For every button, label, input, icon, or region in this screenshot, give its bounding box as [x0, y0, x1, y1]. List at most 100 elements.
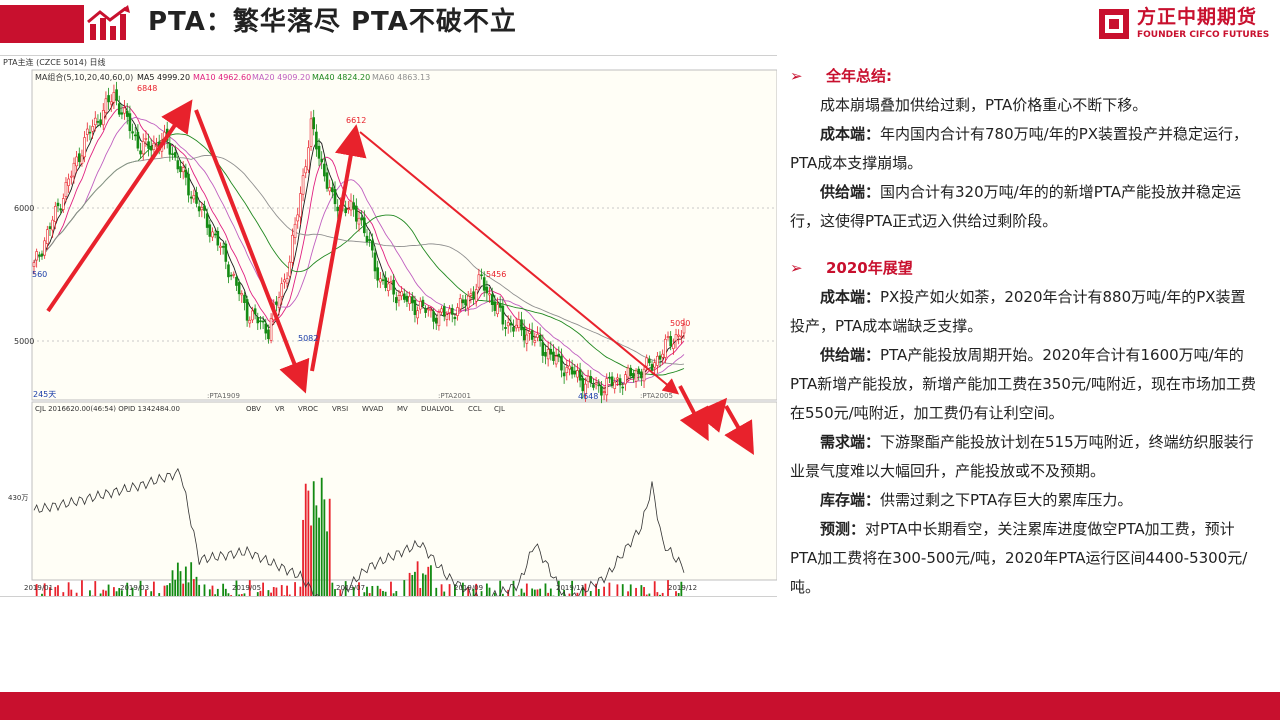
x-tick-2019-11: 2019/11	[556, 584, 585, 592]
indicator-dualvol[interactable]: DUALVOL	[421, 405, 454, 413]
indicator-vrsi[interactable]: VRSI	[332, 405, 348, 413]
candle-body	[32, 262, 36, 267]
candle-body	[323, 163, 326, 177]
ma20-legend: MA20 4909.20	[252, 73, 310, 82]
candle-body	[485, 286, 489, 294]
volume-bar	[294, 582, 296, 634]
volume-bar	[547, 592, 550, 634]
candle-body	[179, 166, 182, 173]
candle-body	[461, 299, 465, 304]
candle-body	[440, 308, 443, 313]
volume-bar	[113, 587, 115, 634]
volume-bar	[256, 592, 259, 634]
footer-bar	[0, 692, 1280, 720]
section-summary-title: ➢ 全年总结:	[790, 62, 1260, 91]
indicator-vroc[interactable]: VROC	[298, 405, 318, 413]
candle-body	[501, 305, 505, 325]
candle-body	[48, 226, 52, 229]
candle-body	[413, 299, 417, 315]
candle-body	[581, 378, 585, 392]
volume-bar	[216, 588, 219, 634]
indicator-obv[interactable]: OBV	[246, 405, 261, 413]
price-label-6848: 6848	[137, 84, 157, 93]
volume-bar	[195, 576, 198, 634]
page-title: PTA：繁华落尽 PTA不破不立	[148, 7, 517, 37]
candle-body	[213, 233, 217, 236]
candle-body	[533, 340, 537, 343]
candle-body	[397, 295, 401, 301]
candle-body	[402, 293, 406, 300]
volume-bar	[531, 588, 534, 634]
volume-bar	[54, 586, 57, 634]
volume-bar	[41, 593, 43, 634]
volume-bar	[440, 584, 443, 634]
candle-body	[664, 338, 667, 358]
candle-body	[109, 101, 113, 105]
volume-bar	[517, 595, 520, 634]
candle-body	[184, 169, 188, 178]
volume-bar	[376, 585, 379, 634]
candle-body	[205, 213, 209, 228]
indicator-vr[interactable]: VR	[275, 405, 285, 413]
candle-body	[458, 298, 462, 310]
candle-body	[621, 386, 625, 389]
indicator-cjl[interactable]: CJL	[494, 405, 505, 413]
volume-bar	[576, 592, 579, 634]
indicator-wvad[interactable]: WVAD	[362, 405, 383, 413]
price-label-5090: 5090	[670, 319, 690, 328]
candle-body	[301, 175, 305, 195]
volume-bar	[414, 571, 416, 634]
candle-body	[666, 336, 670, 338]
ma60-legend: MA60 4863.13	[372, 73, 430, 82]
candle-body	[613, 381, 617, 389]
candle-body	[283, 279, 286, 283]
volume-bar	[608, 582, 611, 634]
candle-body	[520, 319, 523, 331]
candle-body	[309, 118, 313, 147]
candle-body	[525, 334, 529, 344]
volume-bar	[243, 593, 246, 634]
ma40-legend: MA40 4824.20	[312, 73, 370, 82]
volume-bar	[485, 583, 488, 634]
chart-title: PTA主连 (CZCE 5014) 日线	[3, 57, 106, 67]
outlook-demand-paragraph: 需求端：下游聚酯产能投放计划在515万吨附近，终端纺织服装行业景气度难以大幅回升…	[790, 428, 1260, 486]
candle-body	[546, 349, 550, 360]
candle-body	[640, 371, 643, 379]
section-gap	[790, 236, 1260, 254]
candle-body	[99, 119, 102, 125]
volume-bar	[158, 593, 161, 634]
volume-bar	[422, 573, 424, 634]
volume-bar	[89, 590, 91, 634]
candle-body	[38, 254, 41, 257]
volume-bar	[430, 565, 432, 634]
volume-bar	[416, 561, 419, 634]
volume-bar	[99, 593, 102, 634]
candle-body	[610, 376, 614, 386]
volume-bar	[366, 586, 368, 634]
indicator-mv[interactable]: MV	[397, 405, 408, 413]
candle-body	[608, 376, 611, 379]
brand-name-cn: 方正中期期货	[1137, 6, 1258, 28]
outlook-stock-paragraph: 库存端：供需过剩之下PTA存巨大的累库压力。	[790, 486, 1260, 515]
candle-body	[101, 110, 105, 126]
candle-body	[219, 245, 222, 248]
candle-body	[624, 374, 627, 385]
price-label-6612: 6612	[346, 116, 366, 125]
indicator-ccl[interactable]: CCL	[468, 405, 482, 413]
candle-body	[365, 235, 369, 242]
candle-body	[474, 289, 478, 302]
candle-body	[293, 223, 297, 238]
candle-body	[656, 355, 659, 366]
candle-body	[381, 279, 385, 282]
x-tick-2019-01: 2019/01	[24, 584, 53, 592]
volume-bar	[320, 477, 323, 634]
candle-body	[493, 301, 497, 311]
volume-bar	[501, 593, 504, 634]
candle-body	[669, 336, 672, 347]
candle-body	[256, 316, 260, 324]
volume-bar	[544, 583, 547, 634]
candle-body	[509, 322, 513, 326]
candle-body	[51, 219, 54, 231]
x-tick-2019-09: 2019/09	[454, 584, 483, 592]
summary-cost-text: 年内国内合计有780万吨/年的PX装置投产并稳定运行，PTA成本支撑崩塌。	[790, 125, 1249, 172]
